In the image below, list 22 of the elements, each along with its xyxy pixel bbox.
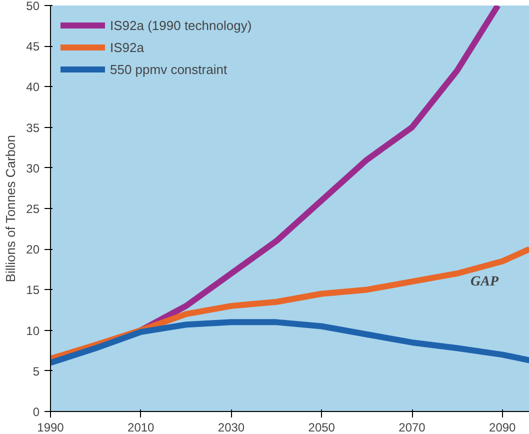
- legend-label: IS92a (1990 technology): [110, 18, 252, 32]
- annotation: GAP: [470, 274, 499, 290]
- x-tick-label: 2010: [128, 420, 155, 434]
- x-tick-label: 2030: [218, 420, 245, 434]
- x-tick-label: 2090: [489, 420, 516, 434]
- y-tick-label: 50: [26, 0, 40, 13]
- y-tick-label: 25: [26, 202, 40, 216]
- y-tick-label: 15: [26, 283, 40, 298]
- legend-label: 550 ppmv constraint: [110, 62, 228, 76]
- y-tick-label: 5: [32, 364, 40, 378]
- y-tick-label: 40: [26, 80, 40, 94]
- x-tick-label: 2070: [398, 420, 426, 434]
- y-tick-label: 30: [26, 161, 40, 176]
- y-tick-label: 45: [26, 40, 40, 54]
- legend-label: IS92a: [110, 40, 144, 54]
- y-tick-label: 20: [26, 242, 40, 257]
- y-tick-label: 10: [26, 324, 40, 338]
- y-tick-label: 35: [26, 120, 40, 135]
- x-tick-label: 2050: [308, 420, 336, 434]
- y-tick-label: 0: [32, 405, 40, 419]
- x-tick-label: 1990: [37, 420, 64, 434]
- y-axis-title: Billions of Tonnes Carbon: [3, 135, 18, 282]
